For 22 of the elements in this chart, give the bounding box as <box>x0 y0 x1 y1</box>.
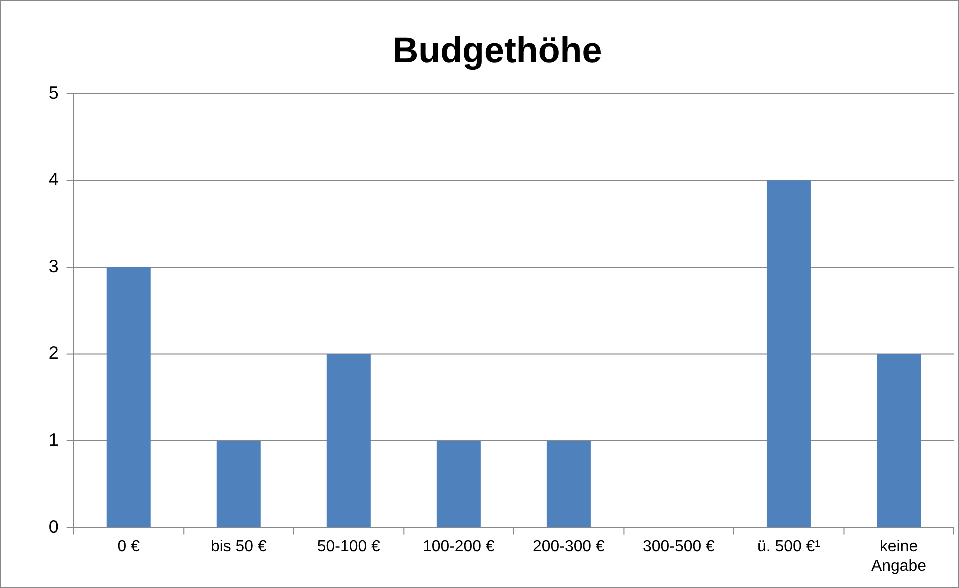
bar <box>436 441 481 528</box>
bar <box>876 354 922 528</box>
y-tick-label: 3 <box>48 256 59 276</box>
x-tick-label: 50-100 € <box>317 538 381 556</box>
y-tick-label: 5 <box>48 82 59 103</box>
x-tick-label: 100-200 € <box>423 538 495 556</box>
x-tick-label: bis 50 € <box>210 538 267 556</box>
y-tick-label: 2 <box>48 343 59 364</box>
x-tick-label: 0 € <box>118 538 140 556</box>
x-tick-label: ü. 500 €¹ <box>758 538 820 556</box>
y-tick-label: 1 <box>48 430 59 450</box>
bar <box>326 354 371 528</box>
x-tick-label: keine Angabe <box>872 538 927 575</box>
bar <box>546 441 591 528</box>
y-tick-label: 0 <box>48 516 59 537</box>
chart-title: Budgethöhe <box>392 30 602 70</box>
y-tick-label: 4 <box>48 170 59 190</box>
bar <box>106 267 151 528</box>
x-tick-label: 300-500 € <box>643 538 716 556</box>
bar <box>216 441 261 528</box>
x-tick-label: 200-300 € <box>533 538 605 556</box>
bar <box>766 180 811 528</box>
